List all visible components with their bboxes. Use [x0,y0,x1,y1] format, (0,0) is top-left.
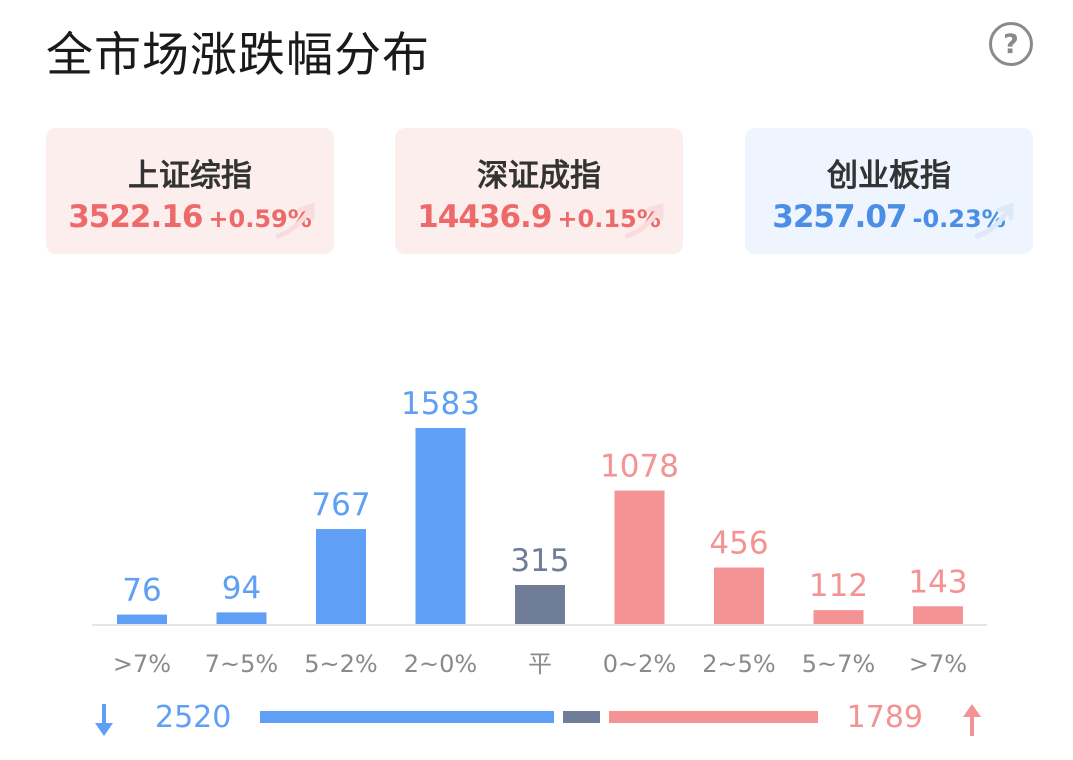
bar-value-label: 1583 [401,386,480,422]
up-total-count: 1789 [846,700,923,735]
bar-value-label: 1078 [600,449,679,485]
index-name: 上证综指 [128,158,252,194]
category-label: 2~0% [404,650,477,678]
bar-value-label: 456 [709,526,768,562]
index-card-shenzhen[interactable]: 深证成指 14436.9 +0.15% [395,128,683,254]
bar [813,610,864,624]
bar [714,567,764,624]
bar [515,584,565,624]
category-label: 5~2% [304,650,377,678]
bar-value-label: 112 [809,568,868,604]
bar [216,612,267,624]
down-total-count: 2520 [155,700,232,735]
category-label: 7~5% [205,650,278,678]
bar-value-label: 767 [311,487,370,523]
trend-up-watermark-icon [625,202,664,239]
arrow-up-icon [963,704,981,736]
arrow-down-icon [95,704,113,736]
bar-value-label: 315 [510,543,569,579]
bar-value-label: 76 [122,573,161,609]
category-label: 2~5% [702,650,775,678]
category-label: 平 [528,650,552,678]
bar-value-label: 94 [222,570,261,606]
index-value: 3522.16 [68,199,203,235]
ratio-bar-down [260,711,555,723]
index-value: 3257.07 [772,199,907,235]
trend-up-watermark-icon [276,202,315,239]
category-label: 5~7% [802,650,875,678]
index-card-chinext[interactable]: 创业板指 3257.07 -0.23% [745,128,1033,254]
trend-watermark-icon [975,202,1014,239]
category-label: >7% [113,650,171,678]
distribution-bar-chart: 76 >7% 94 7~5% 767 5~2% 1583 2~0% 315 平 1078 0~2% 45… [92,386,987,678]
index-name: 创业板指 [827,158,951,194]
bar [913,606,963,624]
bar-value-label: 143 [908,564,967,600]
index-card-shanghai[interactable]: 上证综指 3522.16 +0.59% [46,128,334,254]
bar [614,490,665,624]
index-name: 深证成指 [477,158,601,194]
bar [415,428,466,624]
category-label: >7% [909,650,967,678]
bar [316,529,366,624]
help-icon[interactable]: ? [989,22,1033,66]
ratio-bar-up [609,711,818,723]
bar [117,614,167,624]
ratio-bar-flat [563,711,601,723]
category-label: 0~2% [603,650,676,678]
page-title: 全市场涨跌幅分布 [46,28,430,83]
index-value: 14436.9 [417,199,552,235]
